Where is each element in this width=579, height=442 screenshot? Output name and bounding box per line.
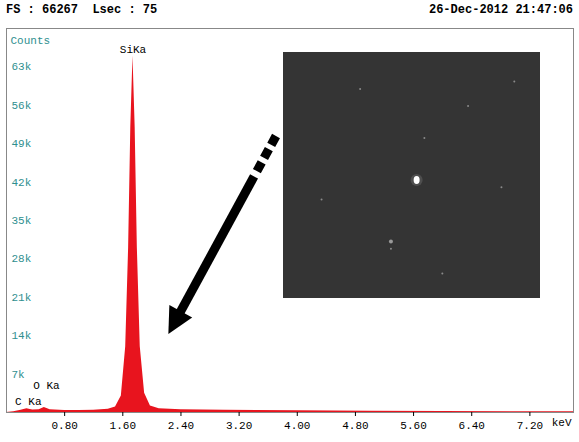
svg-text:O Ka: O Ka xyxy=(33,380,60,392)
svg-text:0.80: 0.80 xyxy=(51,420,77,432)
html-text:FS : 66267 Lsec : 75: FS : 66267 Lsec : 75 xyxy=(6,3,158,17)
svg-text:C Ka: C Ka xyxy=(15,396,42,408)
svg-text:4.80: 4.80 xyxy=(342,420,368,432)
svg-text:21k: 21k xyxy=(12,292,32,304)
svg-text:28k: 28k xyxy=(12,253,32,265)
svg-text:42k: 42k xyxy=(12,177,32,189)
svg-text:5.60: 5.60 xyxy=(400,420,426,432)
svg-text:49k: 49k xyxy=(12,138,32,150)
svg-text:63k: 63k xyxy=(12,61,32,73)
svg-text:3.20: 3.20 xyxy=(226,420,252,432)
svg-text:2.40: 2.40 xyxy=(168,420,194,432)
svg-text:56k: 56k xyxy=(12,100,32,112)
svg-text:14k: 14k xyxy=(12,330,32,342)
html-text:26-Dec-2012 21:47:06: 26-Dec-2012 21:47:06 xyxy=(429,3,573,17)
svg-text:1.60: 1.60 xyxy=(110,420,136,432)
svg-text:35k: 35k xyxy=(12,215,32,227)
svg-text:Counts: Counts xyxy=(11,35,51,47)
svg-text:SiKa: SiKa xyxy=(120,44,147,56)
svg-text:7k: 7k xyxy=(12,369,26,381)
svg-text:keV: keV xyxy=(552,417,572,429)
svg-text:4.00: 4.00 xyxy=(284,420,310,432)
svg-text:7.20: 7.20 xyxy=(517,420,543,432)
svg-text:6.40: 6.40 xyxy=(459,420,485,432)
